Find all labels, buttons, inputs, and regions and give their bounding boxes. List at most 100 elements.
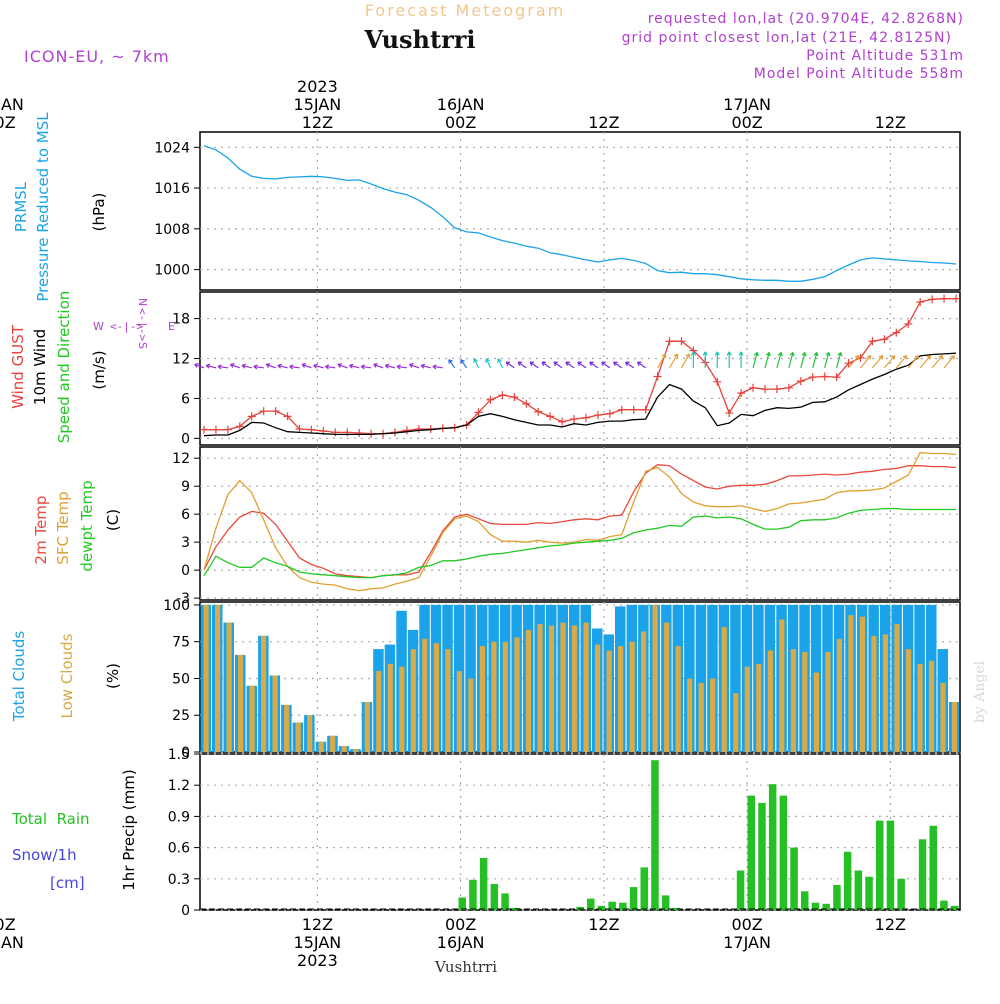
wind-frame — [199, 291, 961, 446]
low-clouds-bar — [595, 644, 601, 752]
low-clouds-bar — [433, 643, 439, 752]
wind-direction-arrow — [702, 351, 708, 368]
gust-point — [546, 412, 555, 421]
total-rain-bar — [768, 784, 777, 910]
gust-point — [343, 428, 352, 437]
low-clouds-bar — [687, 678, 693, 752]
total-rain-bar — [801, 891, 809, 910]
wind-direction-arrow — [589, 361, 599, 369]
total-rain-bar — [897, 878, 905, 910]
top-hour-label: 12Z — [875, 113, 906, 132]
precip-unit: 1hr Precip (mm) — [120, 769, 138, 890]
low-clouds-bar — [307, 715, 313, 752]
gust-point — [844, 359, 853, 368]
low-clouds-bar — [479, 646, 485, 752]
clouds-ytick-label: 25 — [172, 708, 190, 724]
low-clouds-bar — [261, 635, 267, 752]
low-clouds-bar — [525, 629, 532, 752]
total-clouds-bar — [695, 604, 707, 752]
low-clouds-bar — [848, 615, 854, 752]
wind-direction-arrow — [738, 351, 744, 368]
compass-s: S — [136, 342, 149, 349]
total-clouds-bar — [465, 604, 476, 752]
low-clouds-bar — [410, 649, 416, 752]
footer-location: Vushtrri — [434, 958, 497, 976]
top-hour-label: 12Z — [588, 113, 619, 132]
wind-direction-arrow — [432, 364, 443, 370]
compass-e: E — [168, 320, 175, 333]
wind-direction-arrow — [776, 351, 783, 368]
wind-direction-arrow — [553, 361, 563, 369]
gust-point — [892, 328, 901, 337]
bottom-hour-label: 12Z — [588, 915, 619, 934]
gust-point — [808, 373, 817, 382]
wind-ytick-label: 12 — [172, 352, 190, 368]
gust-point — [713, 377, 722, 386]
total-rain-bar — [822, 903, 830, 910]
wind-direction-arrow — [680, 353, 691, 369]
wind-direction-arrow — [788, 351, 795, 368]
low-clouds-bar — [364, 702, 370, 752]
wind-direction-arrow — [420, 363, 431, 369]
total-rain-bar — [843, 851, 852, 910]
panel-temperature: -3 0 3 6 9 12 — [172, 446, 961, 607]
wind-direction-arrow — [752, 351, 759, 368]
gust-point — [904, 319, 913, 328]
wind-direction-arrow — [384, 363, 396, 369]
plot-layer: 1000100810161024061218-30369120255075100… — [0, 77, 961, 970]
total-rain-bar — [758, 802, 766, 910]
gust-point — [295, 425, 304, 434]
compass-arrows-h: <-|-> — [110, 320, 143, 333]
temperature-sfc-temp-line — [203, 451, 957, 592]
precip-label-rain: Total Rain — [11, 810, 90, 828]
gust-point — [283, 412, 292, 421]
total-rain-bar — [940, 900, 948, 910]
wind-direction-arrow — [860, 355, 872, 369]
wind-direction-arrow — [895, 355, 908, 369]
total-rain-bar — [886, 820, 895, 910]
total-rain-bar — [490, 884, 499, 910]
wind-unit: (m/s) — [90, 350, 108, 389]
bottom-date-label: 15JAN — [294, 933, 342, 952]
clouds-ytick-label: 75 — [172, 635, 190, 651]
top-hour-label: 00Z — [731, 113, 762, 132]
wind-direction-arrow — [907, 355, 920, 369]
temperature-ytick-label: -3 — [176, 591, 190, 607]
low-clouds-bar — [203, 604, 209, 752]
low-clouds-bar — [514, 637, 520, 752]
wind-ytick-label: 6 — [181, 391, 190, 407]
wind-direction-arrow — [636, 361, 646, 369]
bottom-date-label: 16JAN — [437, 933, 485, 952]
temperature-ytick-label: 0 — [181, 563, 190, 579]
low-clouds-bar — [779, 619, 785, 752]
low-clouds-bar — [249, 685, 255, 752]
wind-direction-arrow — [812, 351, 819, 368]
total-rain-bar — [640, 867, 648, 910]
wind-direction-arrow — [601, 361, 611, 369]
gust-point — [331, 428, 340, 437]
low-clouds-bar — [951, 702, 958, 752]
low-clouds-bar — [744, 666, 750, 752]
gust-point — [856, 353, 865, 362]
total-rain-bar — [458, 897, 466, 910]
wind-direction-arrow — [485, 358, 492, 369]
total-rain-bar — [672, 907, 681, 910]
wind-direction-arrow — [313, 363, 324, 369]
wind-direction-arrow — [943, 355, 955, 369]
precipitation-ytick-label: 1.5 — [168, 747, 190, 763]
clouds-ytick-label: 0 — [181, 745, 190, 761]
total-rain-bar — [587, 898, 595, 910]
gust-point — [677, 337, 686, 346]
clouds-unit: (%) — [104, 663, 122, 689]
gust-point — [820, 372, 829, 381]
wind-wind-gust-line — [204, 298, 956, 435]
temperature-ytick-label: 9 — [181, 479, 190, 495]
low-clouds-bar — [905, 649, 912, 752]
wind-direction-arrow — [277, 363, 288, 369]
temperature-ytick-label: 12 — [172, 451, 190, 467]
pressure-ytick-label: 1016 — [154, 181, 190, 197]
pressure-label-2: Pressure Reduced to MSL — [34, 112, 52, 302]
wind-direction-arrow — [517, 361, 527, 369]
requested-coords: requested lon,lat (20.9704E, 42.8268N) — [648, 11, 964, 27]
gust-point — [271, 407, 280, 416]
